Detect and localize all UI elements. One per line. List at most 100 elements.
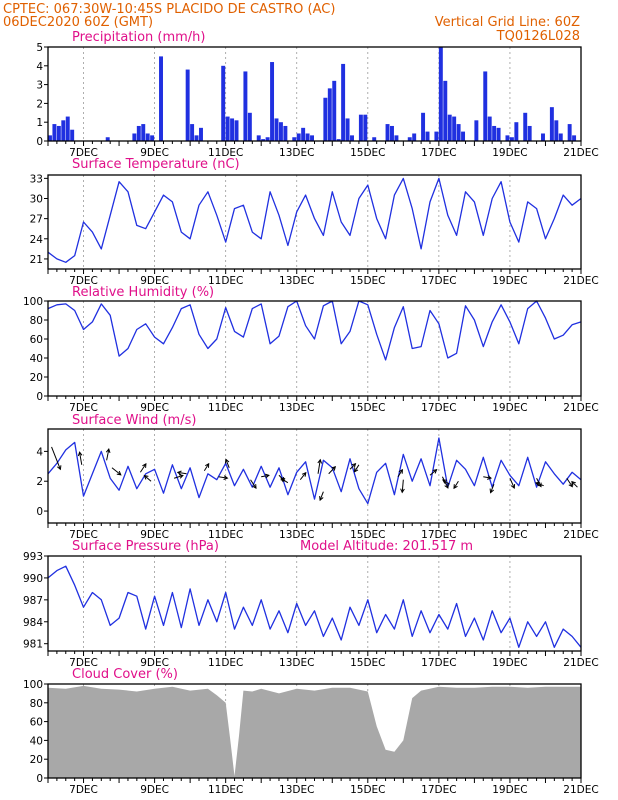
series-line — [47, 177, 582, 263]
precip-bar — [323, 97, 328, 141]
wind-arrow — [453, 480, 459, 489]
x-tick-label: 9DEC — [140, 529, 169, 541]
y-tick-label: 981 — [23, 639, 43, 651]
cloud-cover-area — [48, 685, 581, 778]
precip-bar — [350, 135, 354, 141]
precip-bar — [159, 56, 163, 141]
plot-frame — [47, 46, 582, 142]
precip-bar — [558, 133, 563, 141]
precip-bar — [372, 137, 377, 141]
wind-arrowhead — [176, 470, 182, 476]
panel-title: Surface Wind (m/s) — [72, 413, 196, 428]
wind-arrowhead — [264, 473, 270, 479]
y-tick-label: 80 — [30, 315, 43, 327]
precipitation-panel: Precipitation (mm/h) 0 1 2 3 4 5 7DEC 9DEC 11DEC… — [36, 30, 598, 159]
wind-arrowhead — [489, 488, 495, 494]
x-tick-label: 17DEC — [421, 275, 456, 287]
wind-arrowhead — [280, 477, 286, 483]
precip-bar — [190, 124, 195, 141]
x-tick-label: 9DEC — [140, 657, 169, 669]
precip-bar — [523, 112, 528, 141]
wind-arrow — [317, 459, 321, 474]
y-tick-label: 4 — [36, 61, 43, 73]
precip-bar — [332, 80, 337, 141]
y-tick-label: 40 — [30, 353, 43, 365]
precip-bar — [358, 114, 363, 141]
wind-arrowhead — [537, 482, 542, 488]
wind-arrow — [177, 471, 187, 475]
y-tick-label: 27 — [30, 214, 43, 226]
x-tick-label: 7DEC — [69, 529, 98, 541]
x-tick-label: 13DEC — [279, 402, 314, 414]
precip-bar — [509, 137, 514, 141]
series-line — [47, 300, 582, 361]
precip-bar — [505, 135, 510, 141]
plot-frame — [47, 428, 582, 524]
wind-arrow — [490, 484, 495, 493]
pressure-panel: Surface Pressure (hPa) Model Altitude: 2… — [23, 539, 599, 669]
wind-arrowhead — [252, 484, 257, 489]
x-tick-label: 11DEC — [208, 147, 243, 159]
cloud-cover-panel: Cloud Cover (%) 0 20 40 60 80 100 7DEC 9DEC 11DE… — [23, 667, 599, 796]
wind-arrowhead — [143, 474, 149, 480]
wind-arrow — [319, 491, 324, 501]
x-tick-label: 15DEC — [350, 529, 385, 541]
header-grid-note: Vertical Grid Line: 60Z — [435, 15, 580, 30]
panel-title: Relative Humidity (%) — [72, 285, 214, 300]
precip-bar — [390, 125, 394, 141]
x-tick-label: 21DEC — [563, 147, 598, 159]
wind-arrowhead — [142, 463, 147, 468]
wind-arrow — [218, 476, 228, 479]
precip-bar — [492, 125, 497, 141]
x-tick-label: 13DEC — [279, 657, 314, 669]
panel-title: Cloud Cover (%) — [72, 667, 178, 682]
x-tick-label: 13DEC — [279, 784, 314, 796]
precip-bar — [567, 124, 572, 141]
x-tick-label: 7DEC — [69, 402, 98, 414]
precip-bar — [296, 133, 301, 141]
x-tick-label: 9DEC — [140, 147, 169, 159]
wind-arrow — [429, 469, 437, 476]
precip-bar — [394, 135, 399, 141]
precip-bar — [56, 125, 61, 141]
y-tick-label: 987 — [23, 595, 43, 607]
precip-bar — [363, 114, 368, 141]
y-tick-label: 0 — [36, 773, 43, 785]
x-tick-label: 19DEC — [492, 402, 527, 414]
x-tick-label: 19DEC — [492, 529, 527, 541]
wind-arrowhead — [510, 484, 516, 489]
x-tick-label: 19DEC — [492, 784, 527, 796]
precip-bar — [225, 116, 230, 141]
y-tick-label: 0 — [36, 391, 43, 403]
precip-bar — [447, 114, 452, 141]
precip-bar — [421, 112, 426, 141]
x-tick-label: 21DEC — [563, 529, 598, 541]
precip-bar — [145, 133, 150, 141]
wind-arrowhead — [400, 488, 405, 494]
x-tick-label: 19DEC — [492, 657, 527, 669]
x-tick-label: 7DEC — [69, 275, 98, 287]
wind-arrowhead — [351, 462, 357, 468]
wind-arrowhead — [453, 484, 458, 490]
wind-arrowhead — [205, 462, 210, 468]
y-tick-label: 1 — [36, 117, 43, 129]
precip-bar — [274, 118, 279, 141]
y-tick-label: 40 — [30, 735, 43, 747]
precip-bar — [265, 137, 270, 141]
y-tick-label: 0 — [36, 136, 43, 148]
x-tick-label: 11DEC — [208, 529, 243, 541]
x-tick-label: 17DEC — [421, 784, 456, 796]
wind-arrow — [509, 478, 515, 489]
wind-arrowhead — [432, 469, 438, 474]
y-tick-label: 24 — [30, 234, 44, 246]
precip-bar — [247, 112, 252, 141]
precip-bar — [336, 139, 341, 141]
wind-arrow — [441, 476, 449, 489]
precip-bar — [230, 118, 235, 141]
wind-arrowhead — [116, 470, 122, 476]
x-tick-label: 13DEC — [279, 529, 314, 541]
precip-bar — [483, 71, 488, 141]
precip-bar — [412, 133, 417, 141]
wind-arrow — [280, 478, 289, 484]
